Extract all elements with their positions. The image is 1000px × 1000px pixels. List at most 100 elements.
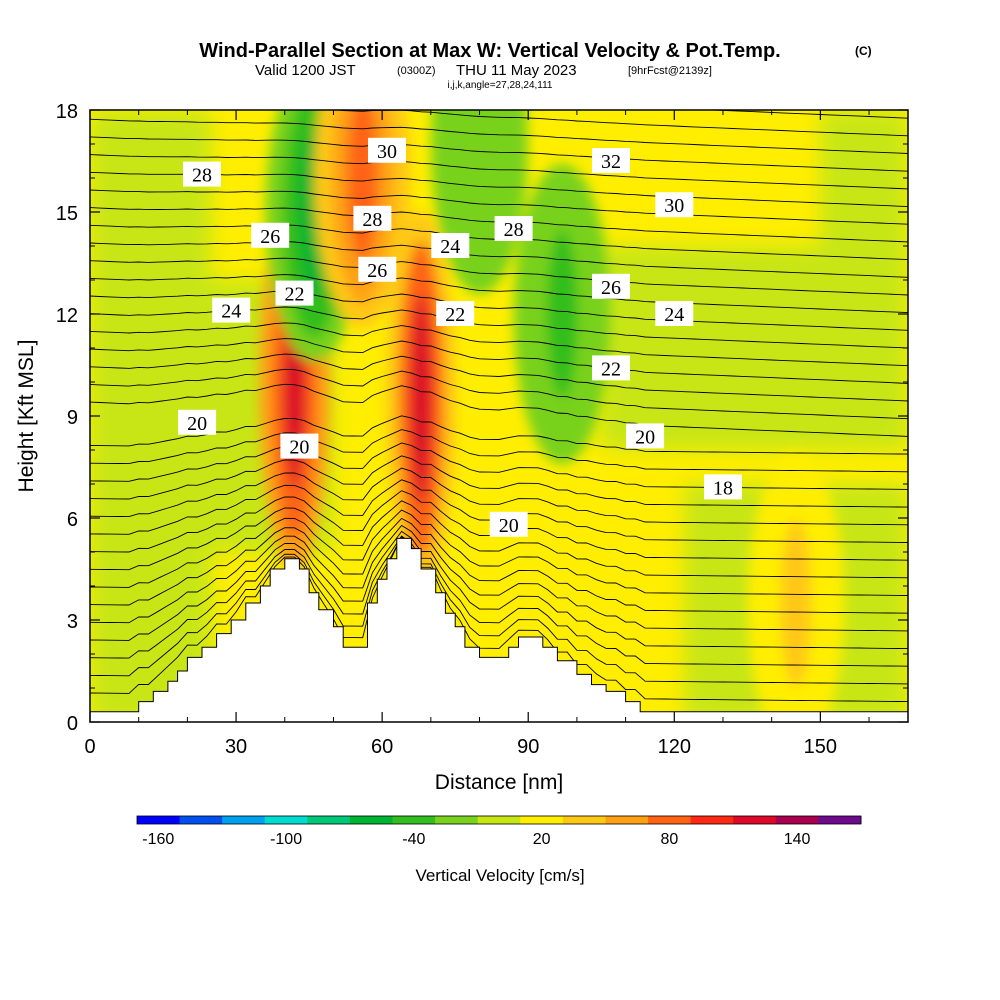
- y-tick-label: 6: [67, 509, 78, 531]
- colorbar-label: Vertical Velocity [cm/s]: [415, 866, 584, 885]
- colorbar-tick-label: 20: [533, 831, 551, 848]
- contour-label-box: [431, 233, 470, 258]
- theta-contour: [90, 136, 908, 172]
- contour-label-box: [655, 301, 694, 326]
- y-tick-label: 9: [67, 407, 78, 429]
- theta-contour: [90, 154, 908, 190]
- index-info: i,j,k,angle=27,28,24,111: [448, 80, 553, 91]
- contour-label: 26: [358, 256, 397, 282]
- contour-label-text: 20: [289, 437, 309, 459]
- theta-contour: [90, 530, 908, 650]
- x-axis: 0 30 60 90 120 150: [84, 110, 870, 758]
- contour-label-box: [655, 192, 694, 218]
- contour-label-box: [183, 161, 221, 187]
- contour-label-text: 20: [499, 515, 519, 537]
- contour-label-box: [704, 474, 742, 500]
- theta-contour: [90, 338, 908, 384]
- contour-label: 22: [436, 301, 475, 326]
- theta-contour: [90, 535, 908, 703]
- contour-label-text: 26: [367, 260, 387, 282]
- contour-label-box: [178, 409, 217, 435]
- contour-label-text: 28: [192, 165, 212, 187]
- colorbar-tick-label: -40: [402, 831, 425, 848]
- theta-contour: [90, 415, 908, 455]
- colorbar-swatch: [690, 816, 734, 824]
- theta-contour: [332, 110, 908, 137]
- contour-label: 20: [280, 433, 319, 459]
- velocity-core: [409, 294, 433, 504]
- contour-label-box: [592, 273, 630, 299]
- contour-label: 28: [494, 216, 533, 241]
- contour-label: 20: [626, 423, 665, 449]
- theta-contour: [90, 171, 908, 208]
- colorbar-frame: [136, 815, 862, 825]
- colorbar-tick-label: 140: [784, 831, 811, 848]
- theta-contour: [90, 383, 908, 437]
- contour-label-text: 26: [260, 226, 280, 248]
- copyright-mark: (C): [855, 44, 872, 58]
- theta-contour: [90, 274, 908, 314]
- contour-label: 30: [368, 137, 406, 163]
- contour-label-box: [368, 137, 406, 163]
- contour-label: 22: [592, 355, 630, 381]
- contour-label-text: 32: [601, 151, 621, 173]
- potential-temperature-contours: [90, 110, 908, 703]
- x-axis-label: Distance [nm]: [435, 771, 563, 794]
- contour-label: 32: [592, 148, 630, 173]
- x-tick-label: 30: [225, 736, 247, 758]
- colorbar-swatch: [392, 816, 436, 824]
- theta-contour: [90, 241, 908, 278]
- contour-label-box: [353, 205, 392, 231]
- valid-prefix: Valid 1200 JST: [255, 62, 356, 79]
- theta-contour: [90, 535, 908, 667]
- theta-contour: [90, 257, 908, 296]
- y-tick-label: 0: [67, 713, 78, 735]
- colorbar-swatch: [349, 816, 394, 824]
- contour-label-box: [358, 256, 397, 282]
- colorbar-swatch: [775, 816, 819, 824]
- x-tick-label: 150: [804, 736, 837, 758]
- theta-contour: [90, 189, 908, 225]
- theta-contour: [90, 353, 908, 402]
- colorbar-swatch: [179, 816, 223, 824]
- y-tick-label: 15: [56, 203, 78, 225]
- contour-label-box: [275, 280, 314, 306]
- contour-label-text: 22: [445, 304, 465, 326]
- colorbar-tick-label: -160: [142, 831, 174, 848]
- colorbar-tick-label: 80: [661, 831, 679, 848]
- terrain: [90, 537, 908, 722]
- contour-label-text: 20: [635, 426, 655, 448]
- colorbar: -160 -100 -40 20 80 140: [136, 815, 862, 848]
- contour-label-box: [436, 301, 475, 326]
- colorbar-swatch: [264, 816, 308, 824]
- colorbar-swatch: [137, 816, 181, 824]
- contour-label: 18: [704, 474, 742, 500]
- contour-label: 22: [275, 280, 314, 306]
- colorbar-swatch: [435, 816, 479, 824]
- contour-label: 28: [353, 205, 392, 231]
- contour-label-text: 28: [504, 219, 524, 241]
- contour-label-text: 22: [285, 284, 305, 306]
- velocity-core: [546, 230, 578, 398]
- colorbar-swatch: [222, 816, 266, 824]
- contour-label-text: 30: [664, 195, 684, 217]
- contour-label-box: [212, 297, 251, 323]
- x-tick-label: 0: [84, 736, 95, 758]
- forecast-info: [9hrFcst@2139z]: [628, 65, 712, 77]
- valid-time-line: Valid 1200 JST (0300Z) THU 11 May 2023 […: [255, 62, 712, 79]
- colorbar-swatch: [520, 816, 564, 824]
- theta-contour: [90, 467, 908, 526]
- contour-label-text: 26: [601, 277, 621, 299]
- contour-labels: 28 26 22 24 20 20 30 28 26 24 22 20 32 28 30 26 24 22 20 18: [178, 137, 742, 537]
- contour-label-text: 30: [377, 141, 397, 163]
- colorbar-swatch: [307, 816, 351, 824]
- contour-label: 30: [655, 192, 694, 218]
- contour-label: 26: [251, 222, 290, 248]
- contour-label: 20: [489, 511, 528, 537]
- contour-label-box: [592, 148, 630, 173]
- valid-date: THU 11 May 2023: [456, 62, 577, 79]
- velocity-region: [820, 110, 908, 416]
- contour-label: 24: [212, 297, 251, 323]
- contour-label-box: [626, 423, 665, 449]
